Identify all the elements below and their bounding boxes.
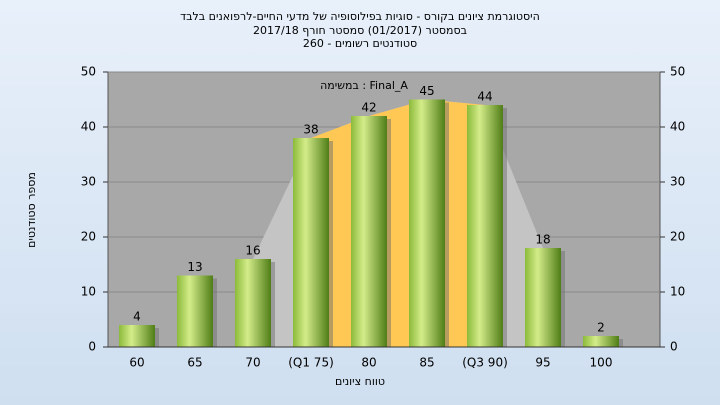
- x-tick-label: 70: [245, 356, 260, 370]
- data-label: 16: [245, 244, 260, 258]
- x-tick-label: 60: [129, 356, 144, 370]
- y2-tick-label: 20: [670, 230, 685, 244]
- bar: [583, 336, 619, 347]
- x-tick-label: 80: [361, 356, 376, 370]
- y-tick-label: 0: [88, 340, 96, 354]
- y-tick-label: 40: [81, 120, 96, 134]
- data-label: 38: [303, 123, 318, 137]
- x-tick-label: 85: [419, 356, 434, 370]
- y-tick-label: 10: [81, 285, 96, 299]
- x-tick-label: 95: [535, 356, 550, 370]
- y2-tick-label: 50: [670, 65, 685, 79]
- data-label: 18: [535, 233, 550, 247]
- x-axis-label: טווח ציונים: [335, 375, 385, 388]
- chart-title: היסטוגרמת ציונים בקורס - סוגיות בפילוסופ…: [180, 10, 540, 23]
- x-tick-label: 100: [590, 356, 613, 370]
- data-label: 2: [597, 321, 605, 335]
- y-tick-label: 50: [81, 65, 96, 79]
- x-tick-label: (Q3 90): [462, 356, 508, 370]
- data-label: 13: [187, 260, 202, 274]
- bar: [351, 116, 387, 347]
- x-tick-label: 65: [187, 356, 202, 370]
- y2-tick-label: 40: [670, 120, 685, 134]
- bar: [525, 248, 561, 347]
- data-label: 45: [419, 84, 434, 98]
- y-axis-label: מספר סטודנטים: [25, 172, 38, 248]
- y-tick-label: 20: [81, 230, 96, 244]
- x-tick-label: (Q1 75): [288, 356, 334, 370]
- bar: [119, 325, 155, 347]
- y2-tick-label: 10: [670, 285, 685, 299]
- data-label: 4: [133, 310, 141, 324]
- annotation: במשימה : Final_A: [320, 79, 408, 92]
- bar: [235, 259, 271, 347]
- data-label: 44: [477, 90, 492, 104]
- bar: [409, 99, 445, 347]
- bar: [467, 105, 503, 347]
- quartile-area: [311, 99, 485, 347]
- y-tick-label: 30: [81, 175, 96, 189]
- chart-subtitle: סטודנטים רשומים - 260: [303, 37, 417, 50]
- chart-subtitle: בסמסטר (01/2017) סמסטר חורף 2017/18: [253, 24, 467, 37]
- bar: [177, 275, 213, 347]
- bar: [293, 138, 329, 347]
- data-label: 42: [361, 101, 376, 115]
- y2-tick-label: 0: [670, 340, 678, 354]
- y2-tick-label: 30: [670, 175, 685, 189]
